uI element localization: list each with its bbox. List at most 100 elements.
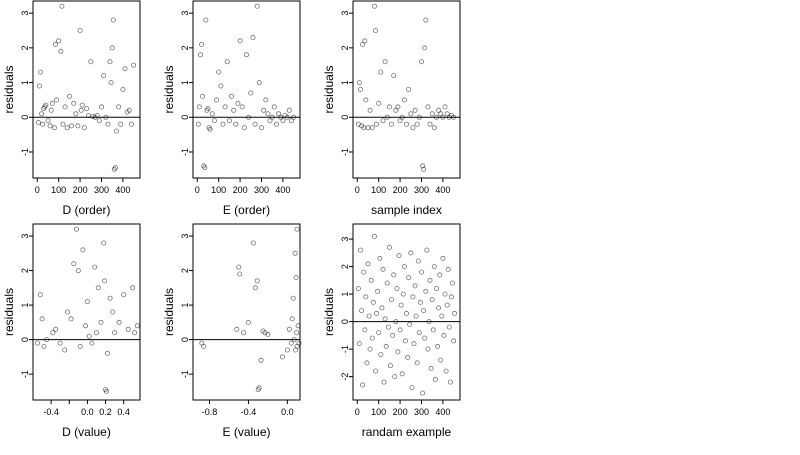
data-point-5	[237, 271, 243, 277]
data-point-7	[53, 326, 59, 332]
x-axis-label: D (order)	[62, 203, 110, 217]
y-tick-label: 2	[20, 45, 30, 50]
data-point-27	[401, 97, 407, 103]
data-point-40	[397, 327, 403, 333]
data-point-21	[289, 316, 295, 322]
data-point-48	[114, 128, 120, 134]
x-tick-label: 100	[371, 185, 386, 195]
data-point-20	[224, 59, 230, 65]
data-point-56	[131, 62, 137, 68]
data-point-6	[241, 330, 247, 336]
y-tick-label: 1	[180, 80, 190, 85]
y-tick-label: -1	[180, 370, 190, 378]
data-point-65	[424, 247, 430, 253]
data-point-36	[130, 285, 136, 291]
y-tick-label: 0	[340, 115, 350, 120]
data-point-1	[35, 340, 41, 346]
data-point-10	[47, 123, 53, 129]
data-point-28	[384, 280, 390, 286]
data-point-35	[125, 326, 131, 332]
data-point-18	[382, 59, 388, 65]
y-tick-label: 3	[180, 234, 190, 239]
data-point-46	[280, 118, 286, 124]
y-tick-label: 3	[180, 11, 190, 16]
data-point-2	[37, 292, 43, 298]
data-point-3	[234, 326, 240, 332]
data-point-24	[71, 100, 77, 106]
data-point-48	[284, 114, 290, 120]
data-point-74	[433, 286, 439, 292]
data-point-12	[367, 346, 373, 352]
data-point-30	[386, 244, 392, 250]
data-point-38	[99, 104, 105, 110]
y-axis-label: residuals	[2, 288, 16, 336]
data-point-14	[373, 121, 379, 127]
plot-frame	[32, 223, 141, 401]
data-point-25	[101, 240, 107, 246]
x-tick-label: 300	[414, 185, 429, 195]
data-point-21	[226, 118, 232, 124]
data-point-52	[410, 294, 416, 300]
x-axis-label: D (value)	[62, 425, 111, 439]
data-point-26	[237, 38, 243, 44]
data-point-31	[296, 340, 302, 346]
x-tick-label: 0.4	[117, 407, 130, 417]
data-point-90	[451, 338, 457, 344]
data-point-10	[65, 309, 71, 315]
data-point-12	[256, 385, 262, 391]
data-point-14	[75, 268, 81, 274]
data-point-80	[440, 255, 446, 261]
data-point-41	[427, 121, 433, 127]
data-point-37	[96, 118, 102, 124]
data-point-20	[89, 340, 95, 346]
data-point-42	[429, 111, 435, 117]
data-point-45	[278, 114, 284, 120]
data-point-30	[295, 323, 301, 329]
data-point-14	[369, 335, 375, 341]
data-point-55	[128, 121, 134, 127]
data-point-62	[421, 308, 427, 314]
data-point-26	[102, 278, 108, 284]
data-point-17	[380, 118, 386, 124]
data-point-24	[395, 104, 401, 110]
data-point-18	[373, 310, 379, 316]
data-point-2	[36, 83, 42, 89]
data-point-1	[195, 121, 201, 127]
data-point-30	[81, 125, 87, 131]
y-tick-label: 2	[340, 264, 350, 269]
y-tick-label: 0	[180, 115, 190, 120]
data-point-73	[432, 376, 438, 382]
data-point-66	[425, 346, 431, 352]
plot-frame	[32, 0, 141, 179]
chart-panel-5: -0.8 -0.4 0.0 -1 0 1 2 3 E (value) residuals	[162, 223, 302, 439]
data-point-45	[110, 17, 116, 23]
data-point-8	[250, 240, 256, 246]
data-point-25	[73, 111, 79, 117]
data-point-43	[273, 121, 279, 127]
data-point-16	[216, 69, 222, 75]
data-point-52	[451, 114, 457, 120]
data-point-7	[245, 319, 251, 325]
data-point-19	[286, 326, 292, 332]
x-tick-label: -0.4	[43, 407, 59, 417]
data-point-27	[294, 330, 300, 336]
data-point-12	[49, 100, 55, 106]
data-point-51	[409, 385, 415, 391]
data-point-17	[279, 354, 285, 360]
data-point-39	[265, 111, 271, 117]
data-point-27	[239, 104, 245, 110]
data-point-30	[246, 114, 252, 120]
data-point-22	[378, 352, 384, 358]
chart-panel-4: -0.4 0.0 0.2 0.4 -1 0 1 2 3 D (value) residuals	[2, 223, 141, 439]
data-point-48	[406, 275, 412, 281]
data-point-24	[98, 319, 104, 325]
data-point-5	[40, 121, 46, 127]
data-point-44	[433, 114, 439, 120]
data-point-50	[408, 250, 414, 256]
data-point-9	[252, 285, 258, 291]
data-point-29	[406, 87, 412, 93]
data-point-11	[366, 313, 372, 319]
data-point-37	[132, 330, 138, 336]
data-point-29	[385, 324, 391, 330]
data-point-25	[235, 100, 241, 106]
